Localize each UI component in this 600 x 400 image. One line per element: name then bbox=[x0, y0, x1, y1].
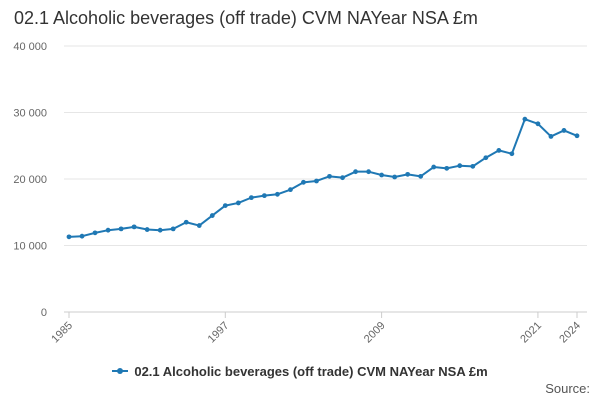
data-point[interactable] bbox=[275, 191, 280, 197]
data-point[interactable] bbox=[366, 169, 371, 175]
x-tick-label: 2021 bbox=[518, 320, 544, 346]
series-line bbox=[68, 118, 578, 238]
data-point[interactable] bbox=[457, 163, 463, 169]
source-label: Source: bbox=[545, 381, 590, 396]
data-point[interactable] bbox=[79, 233, 85, 239]
data-point[interactable] bbox=[392, 174, 398, 180]
chart-title: 02.1 Alcoholic beverages (off trade) CVM… bbox=[14, 8, 478, 28]
data-point[interactable] bbox=[261, 193, 267, 199]
data-point[interactable] bbox=[288, 187, 293, 193]
series-group bbox=[66, 116, 580, 240]
data-point[interactable] bbox=[483, 155, 489, 161]
data-point[interactable] bbox=[209, 213, 215, 218]
data-point[interactable] bbox=[561, 128, 567, 133]
x-tick-label: 2009 bbox=[362, 320, 388, 346]
data-point[interactable] bbox=[248, 195, 254, 201]
y-tick-label: 0 bbox=[41, 307, 47, 319]
data-point[interactable] bbox=[105, 227, 111, 233]
data-point[interactable] bbox=[431, 164, 437, 170]
data-point[interactable] bbox=[444, 165, 450, 171]
data-point[interactable] bbox=[131, 224, 137, 230]
data-point[interactable] bbox=[470, 163, 476, 169]
data-point[interactable] bbox=[353, 169, 358, 175]
x-tick-label: 1985 bbox=[49, 320, 75, 346]
gridlines bbox=[64, 45, 587, 313]
data-point[interactable] bbox=[183, 219, 189, 225]
x-axis: 1985 1997 2009 2021 2024 bbox=[49, 311, 587, 346]
y-tick-label: 30 000 bbox=[13, 108, 47, 120]
data-point[interactable] bbox=[418, 173, 424, 179]
y-axis-ticks: 0 10 000 20 000 30 000 40 000 bbox=[13, 41, 47, 319]
data-point[interactable] bbox=[144, 227, 150, 232]
y-tick-label: 10 000 bbox=[13, 241, 47, 253]
x-tick-label: 2024 bbox=[557, 320, 583, 346]
data-point[interactable] bbox=[66, 234, 72, 240]
data-point[interactable] bbox=[170, 226, 176, 232]
legend-line-marker-icon bbox=[112, 367, 129, 375]
legend-item[interactable]: 02.1 Alcoholic beverages (off trade) CVM… bbox=[112, 363, 488, 379]
data-point[interactable] bbox=[405, 171, 411, 177]
data-point[interactable] bbox=[522, 116, 528, 122]
data-point[interactable] bbox=[340, 175, 345, 181]
legend: 02.1 Alcoholic beverages (off trade) CVM… bbox=[0, 363, 600, 379]
data-point[interactable] bbox=[379, 172, 385, 178]
data-point[interactable] bbox=[509, 151, 515, 157]
data-point[interactable] bbox=[118, 226, 124, 232]
data-point[interactable] bbox=[157, 227, 163, 233]
x-tick-label: 1997 bbox=[206, 320, 232, 346]
y-tick-label: 40 000 bbox=[13, 41, 47, 53]
data-point[interactable] bbox=[222, 203, 228, 209]
data-point[interactable] bbox=[535, 121, 541, 127]
data-point[interactable] bbox=[548, 134, 554, 139]
data-point[interactable] bbox=[235, 200, 241, 206]
y-tick-label: 20 000 bbox=[13, 174, 47, 186]
legend-label: 02.1 Alcoholic beverages (off trade) CVM… bbox=[134, 363, 488, 379]
data-point[interactable] bbox=[196, 223, 202, 228]
data-point[interactable] bbox=[327, 173, 332, 179]
data-point[interactable] bbox=[301, 179, 306, 185]
data-point[interactable] bbox=[496, 148, 502, 153]
data-point[interactable] bbox=[314, 178, 319, 184]
data-point[interactable] bbox=[92, 230, 98, 236]
data-point[interactable] bbox=[574, 133, 580, 139]
